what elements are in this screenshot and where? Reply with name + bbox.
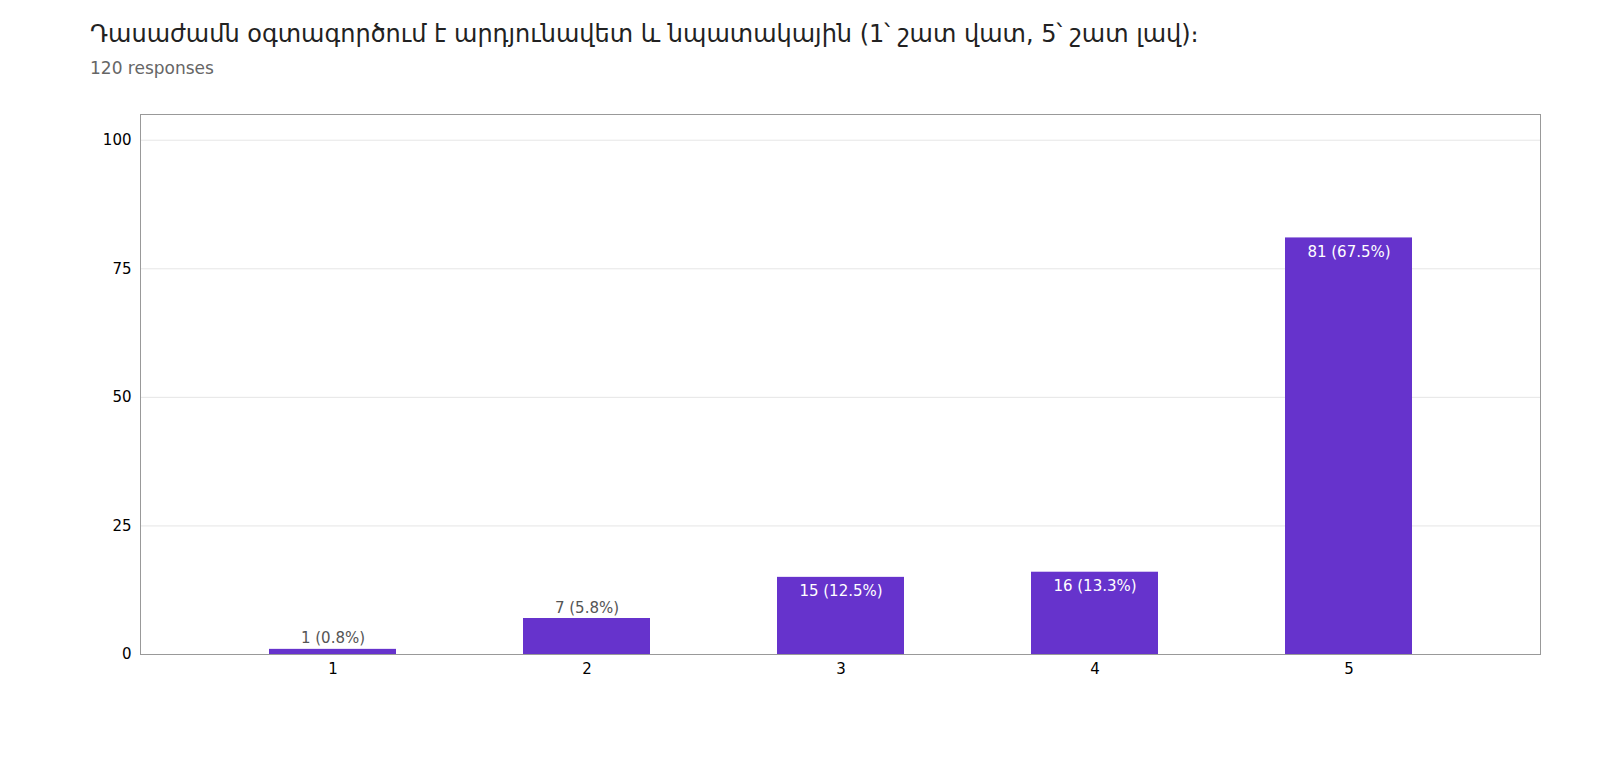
svg-text:7 (5.8%): 7 (5.8%): [555, 599, 619, 617]
html-text:Դասաժամն օգտագործում է արդյուն: Դասաժամն օգտագործում է արդյունավետ և նպա…: [90, 20, 1199, 48]
svg-text:4: 4: [1090, 660, 1100, 678]
svg-text:15 (12.5%): 15 (12.5%): [799, 582, 882, 600]
svg-text:81 (67.5%): 81 (67.5%): [1307, 243, 1390, 261]
svg-text:75: 75: [112, 260, 131, 278]
html-text:120 responses: 120 responses: [90, 58, 214, 78]
svg-text:50: 50: [112, 388, 131, 406]
svg-text:16 (13.3%): 16 (13.3%): [1053, 577, 1136, 595]
svg-text:3: 3: [836, 660, 846, 678]
svg-text:25: 25: [112, 517, 131, 535]
svg-text:0: 0: [122, 645, 132, 663]
svg-text:2: 2: [582, 660, 592, 678]
svg-text:1 (0.8%): 1 (0.8%): [301, 629, 365, 647]
svg-text:5: 5: [1344, 660, 1354, 678]
svg-text:100: 100: [103, 131, 132, 149]
svg-text:1: 1: [328, 660, 338, 678]
